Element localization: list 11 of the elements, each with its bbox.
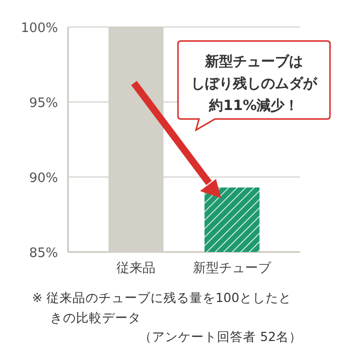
- y-tick-label: 100%: [20, 21, 58, 36]
- x-tick-label: 新型チューブ: [193, 261, 272, 276]
- annotation: しぼり残しのムダが: [191, 76, 318, 92]
- y-tick-label: 95%: [29, 96, 58, 111]
- text: ※ 従来品のチューブに残る量を100としたときの比較データ: [32, 290, 292, 325]
- text: （アンケート回答者 52名）: [139, 329, 302, 344]
- y-tick-label: 90%: [29, 171, 58, 186]
- annotation: 約11%減少！: [208, 98, 299, 114]
- annotation: 新型チューブは: [204, 53, 303, 70]
- y-tick-label: 85%: [29, 246, 58, 261]
- x-tick-label: 従来品: [116, 261, 156, 276]
